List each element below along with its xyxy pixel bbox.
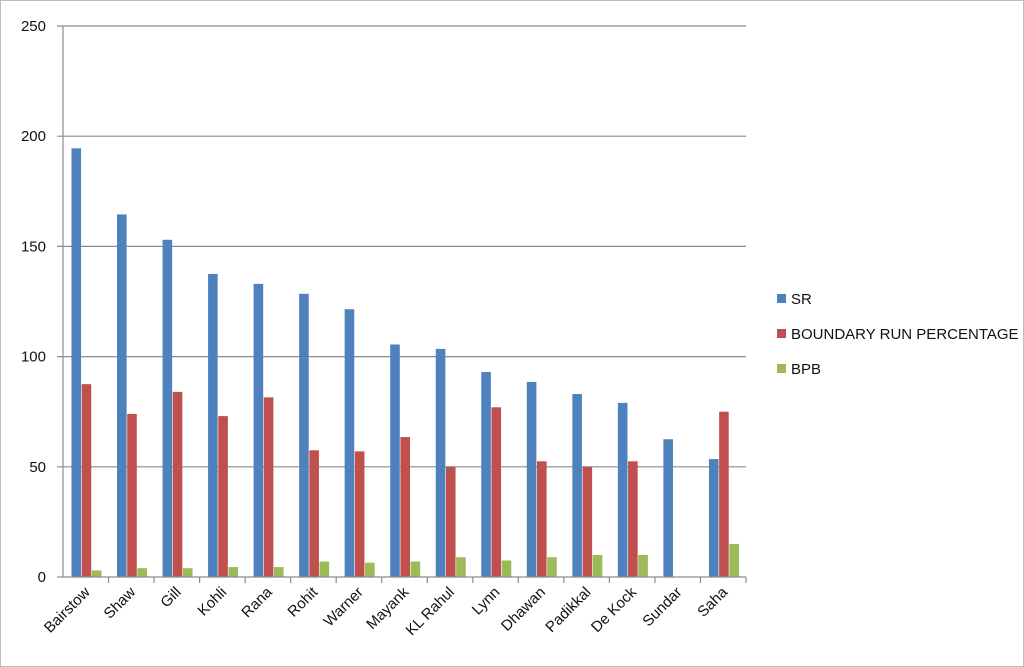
x-tick-label: Dhawan — [498, 584, 549, 635]
legend-swatch — [777, 329, 786, 338]
legend-label: BOUNDARY RUN PERCENTAGE — [791, 326, 1019, 343]
legend: SR BOUNDARY RUN PERCENTAGE BPB — [777, 291, 1019, 378]
bar-sr — [117, 214, 127, 577]
bar-sr — [572, 394, 582, 577]
bar-bpb — [319, 561, 330, 577]
x-tick-label: Bairstow — [41, 584, 94, 637]
bar-bpb — [137, 568, 147, 577]
y-tick-label: 200 — [21, 128, 46, 145]
bar-sr — [208, 273, 218, 577]
bar-boundary-run-percentage — [537, 461, 547, 577]
bar-boundary-run-percentage — [491, 407, 502, 577]
bars — [71, 148, 739, 577]
bar-boundary-run-percentage — [218, 416, 228, 577]
bar-bpb — [501, 560, 512, 577]
bar-boundary-run-percentage — [263, 397, 274, 577]
bar-boundary-run-percentage — [309, 450, 319, 577]
x-tick-label: De Kock — [588, 583, 640, 635]
x-tick-label: Sundar — [639, 584, 685, 630]
bar-bpb — [729, 543, 739, 577]
bar-boundary-run-percentage — [719, 411, 729, 577]
legend-label: SR — [791, 291, 812, 308]
bar-bpb — [182, 568, 193, 577]
x-tick-label: Shaw — [101, 584, 140, 623]
bar-boundary-run-percentage — [172, 391, 183, 577]
legend-swatch — [777, 294, 786, 303]
bar-sr — [617, 402, 628, 577]
bar-bpb — [274, 567, 284, 577]
bar-boundary-run-percentage — [354, 451, 365, 577]
x-axis-ticks: Bairstow Shaw Gill Kohli Rana Rohit WarnerMaya… — [41, 583, 732, 639]
bar-bpb — [91, 570, 102, 577]
bar-sr — [390, 344, 400, 577]
bar-sr — [344, 309, 355, 577]
y-tick-label: 250 — [21, 18, 46, 35]
bar-sr — [299, 293, 309, 577]
x-tick-label: Rana — [238, 583, 276, 621]
x-tick-label: Warner — [320, 584, 366, 630]
bar-sr — [526, 381, 537, 577]
bar-bpb — [228, 567, 239, 577]
bar-bpb — [365, 562, 375, 577]
bar-bpb — [638, 554, 648, 577]
legend-swatch — [777, 364, 786, 373]
legend-label: BPB — [791, 361, 821, 378]
x-tick-label: Kohli — [195, 584, 231, 620]
bar-sr — [481, 372, 491, 577]
bar-boundary-run-percentage — [445, 466, 456, 577]
bar-bpb — [410, 561, 421, 577]
bar-sr — [435, 348, 446, 577]
y-tick-label: 100 — [21, 349, 46, 366]
x-tick-label: Rohit — [284, 583, 321, 620]
bar-sr — [663, 439, 673, 577]
bar-boundary-run-percentage — [628, 461, 638, 577]
bar-bpb — [547, 557, 557, 577]
x-tick-label: Saha — [694, 583, 731, 620]
bar-boundary-run-percentage — [81, 384, 92, 577]
bar-bpb — [592, 554, 603, 577]
bar-boundary-run-percentage — [582, 466, 593, 577]
bar-sr — [71, 148, 82, 577]
axes — [62, 26, 747, 583]
x-tick-label: Padikkal — [542, 584, 594, 636]
x-tick-label: KL Rahul — [403, 584, 458, 639]
bar-sr — [162, 239, 173, 577]
bar-boundary-run-percentage — [127, 413, 137, 577]
bar-bpb — [456, 557, 466, 577]
bar-boundary-run-percentage — [400, 437, 410, 577]
y-tick-label: 0 — [38, 569, 46, 586]
bar-sr — [708, 459, 719, 577]
y-tick-label: 150 — [21, 238, 46, 255]
x-tick-label: Lynn — [469, 584, 504, 619]
y-axis-ticks: 0 50 100 150 200 250 — [21, 18, 46, 586]
x-tick-label: Gill — [157, 584, 184, 611]
y-tick-label: 50 — [29, 459, 46, 476]
bar-sr — [253, 283, 264, 577]
